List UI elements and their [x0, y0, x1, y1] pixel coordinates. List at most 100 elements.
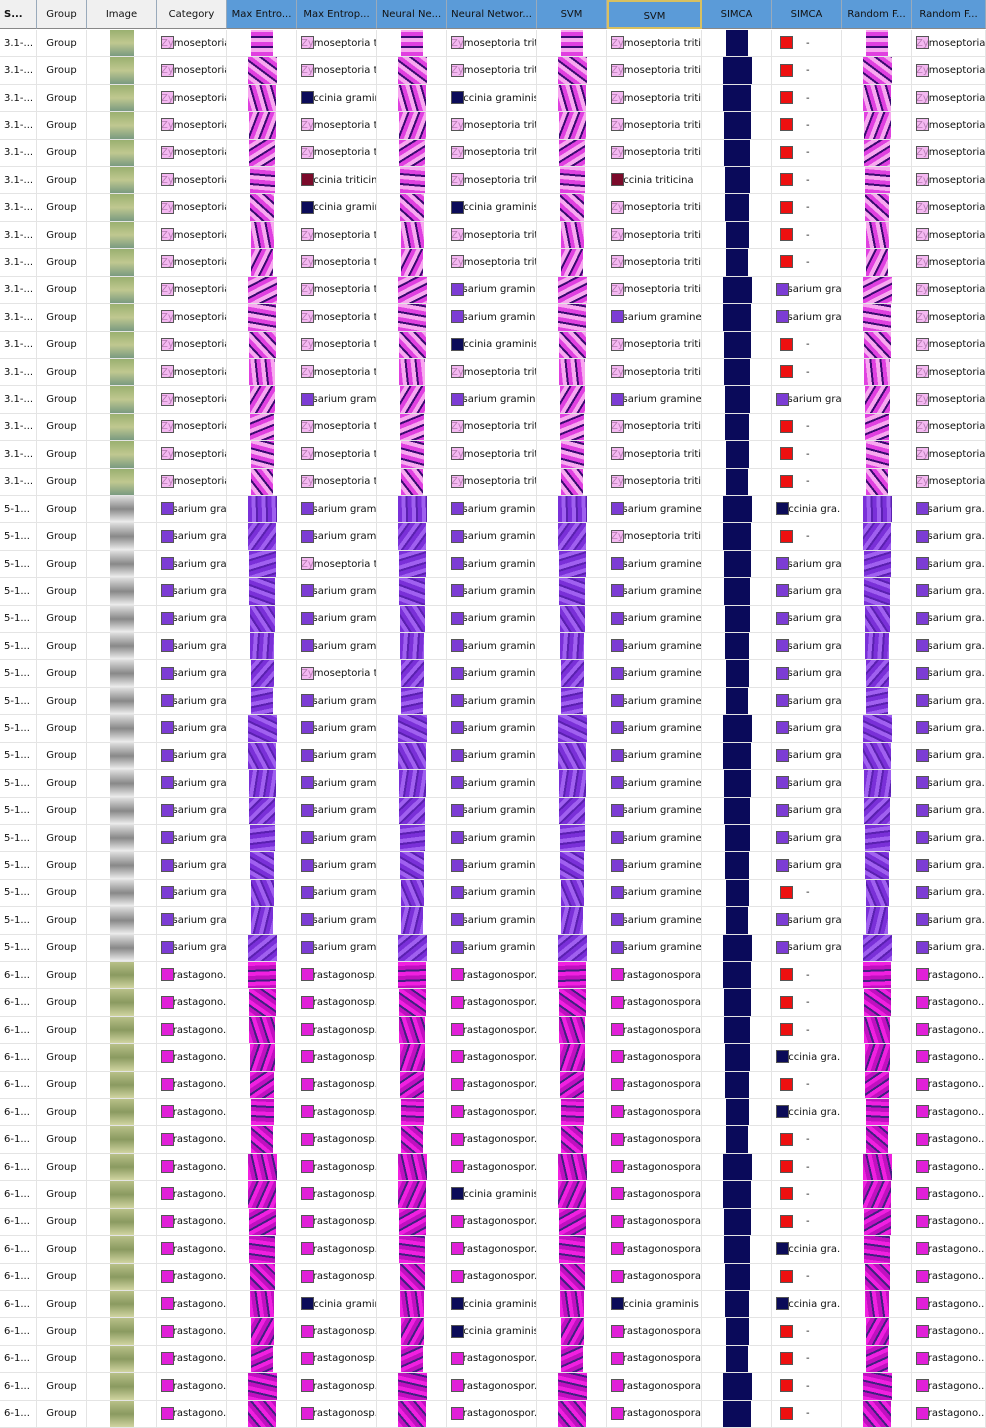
table-cell	[537, 578, 607, 606]
class-icon	[301, 968, 314, 982]
prediction-map	[247, 57, 277, 84]
table-cell: Parastagono...	[157, 1400, 227, 1428]
class-icon	[161, 1050, 174, 1064]
cell-text: 3.1-...	[4, 174, 34, 186]
class-icon	[776, 776, 789, 790]
cell-text: Zymoseptoria tritici	[451, 448, 536, 460]
table-cell	[537, 139, 607, 168]
table-cell	[87, 112, 157, 140]
cell-text: Fusarium gram...	[301, 777, 377, 789]
table-cell	[87, 1400, 157, 1428]
cell-text: Fusarium gra...	[776, 722, 842, 734]
column-header[interactable]: SVM	[607, 0, 702, 29]
class-icon	[301, 1105, 314, 1119]
table-cell: Parastagono...	[912, 1044, 986, 1072]
cell-text: Group	[46, 1106, 77, 1118]
cell-text: -	[806, 37, 810, 49]
prediction-map	[560, 194, 584, 221]
prediction-map	[249, 824, 275, 852]
table-cell	[87, 30, 157, 58]
table-cell	[227, 1236, 297, 1264]
table-cell	[537, 989, 607, 1017]
cell-text: Group	[46, 860, 77, 872]
cell-text: Parastagonospor...	[451, 1353, 537, 1365]
prediction-map	[250, 1290, 274, 1318]
cell-text: 5-1...	[4, 777, 30, 789]
class-icon	[611, 1105, 624, 1119]
table-cell	[842, 139, 912, 168]
cell-text: Fusarium gramine...	[611, 832, 702, 844]
cell-text: Group	[46, 229, 77, 241]
cell-text: Group	[46, 394, 77, 406]
class-icon	[161, 776, 174, 790]
class-icon	[161, 1160, 174, 1174]
table-cell: 6-1...	[0, 1071, 37, 1100]
table-cell	[87, 989, 157, 1017]
class-icon	[451, 36, 464, 50]
column-header[interactable]: Neural Networ...	[447, 0, 537, 29]
prediction-map	[561, 468, 583, 495]
cell-text: Parastagono...	[916, 1134, 986, 1146]
table-cell: Parastagono...	[157, 1181, 227, 1209]
table-cell: Zymoseptoria tritici	[447, 30, 537, 58]
table-cell	[702, 84, 772, 113]
table-cell: Parastagonospora ...	[607, 1153, 702, 1182]
cell-text: 5-1...	[4, 887, 30, 899]
cell-text: Fusarium gram...	[301, 613, 377, 625]
prediction-map	[247, 934, 277, 961]
cell-text: Zymoseptoria...	[161, 37, 226, 49]
table-cell: Parastagonospora ...	[607, 1044, 702, 1072]
column-header[interactable]: Max Entrop...	[297, 0, 377, 29]
table-cell	[702, 1016, 772, 1045]
prediction-map	[724, 578, 750, 605]
cell-text: Group	[46, 256, 77, 268]
column-header[interactable]: Neural Ne...	[377, 0, 447, 29]
cell-text: Group	[46, 1408, 77, 1420]
table-cell: Parastagono...	[912, 989, 986, 1017]
class-icon	[301, 1406, 314, 1420]
table-cell: Zymoseptoria t...	[297, 358, 377, 387]
class-icon	[451, 447, 464, 461]
column-header[interactable]: SIMCA	[702, 0, 772, 29]
column-header[interactable]: Random F...	[912, 0, 986, 29]
table-cell	[87, 386, 157, 414]
image-thumbnail	[110, 742, 134, 770]
column-header[interactable]: SIMCA	[772, 0, 842, 29]
prediction-map	[399, 797, 425, 824]
cell-text: Zymoseptoria...	[916, 229, 986, 241]
cell-text: Parastagono...	[916, 1024, 986, 1036]
class-icon	[161, 611, 174, 625]
table-cell: Zymoseptoria tritici	[607, 523, 702, 551]
table-cell	[377, 770, 447, 798]
image-thumbnail	[110, 770, 134, 797]
table-cell: Fusarium gra...	[772, 797, 842, 825]
cell-text: Zymoseptoria...	[916, 476, 986, 488]
prediction-map	[726, 1126, 748, 1153]
class-icon	[780, 419, 793, 433]
class-icon	[916, 1132, 929, 1146]
table-cell: Zymoseptoria t...	[297, 139, 377, 168]
prediction-map	[557, 276, 587, 304]
class-icon	[611, 118, 624, 132]
column-header[interactable]: Category	[157, 0, 227, 29]
column-header[interactable]: Random F...	[842, 0, 912, 29]
cell-text: Fusarium gramin...	[451, 284, 537, 296]
cell-text: Parastagonospor...	[451, 1134, 537, 1146]
prediction-map	[724, 1236, 750, 1263]
class-icon	[916, 1187, 929, 1201]
table-cell: -	[772, 358, 842, 387]
class-icon	[301, 145, 314, 159]
column-header[interactable]: Image	[87, 0, 157, 29]
cell-text: Fusarium gramin...	[451, 311, 537, 323]
column-header[interactable]: Max Entro...	[227, 0, 297, 29]
column-header[interactable]: S...	[0, 0, 37, 29]
column-header[interactable]: SVM	[537, 0, 607, 29]
table-cell: Group	[37, 605, 87, 634]
table-cell: Zymoseptoria...	[912, 304, 986, 332]
table-cell: Fusarium gra...	[912, 742, 986, 771]
table-cell: Parastagonospor...	[447, 962, 537, 990]
class-icon	[916, 474, 929, 488]
prediction-map	[725, 413, 749, 441]
column-header[interactable]: Group	[37, 0, 87, 29]
prediction-map	[726, 249, 748, 276]
